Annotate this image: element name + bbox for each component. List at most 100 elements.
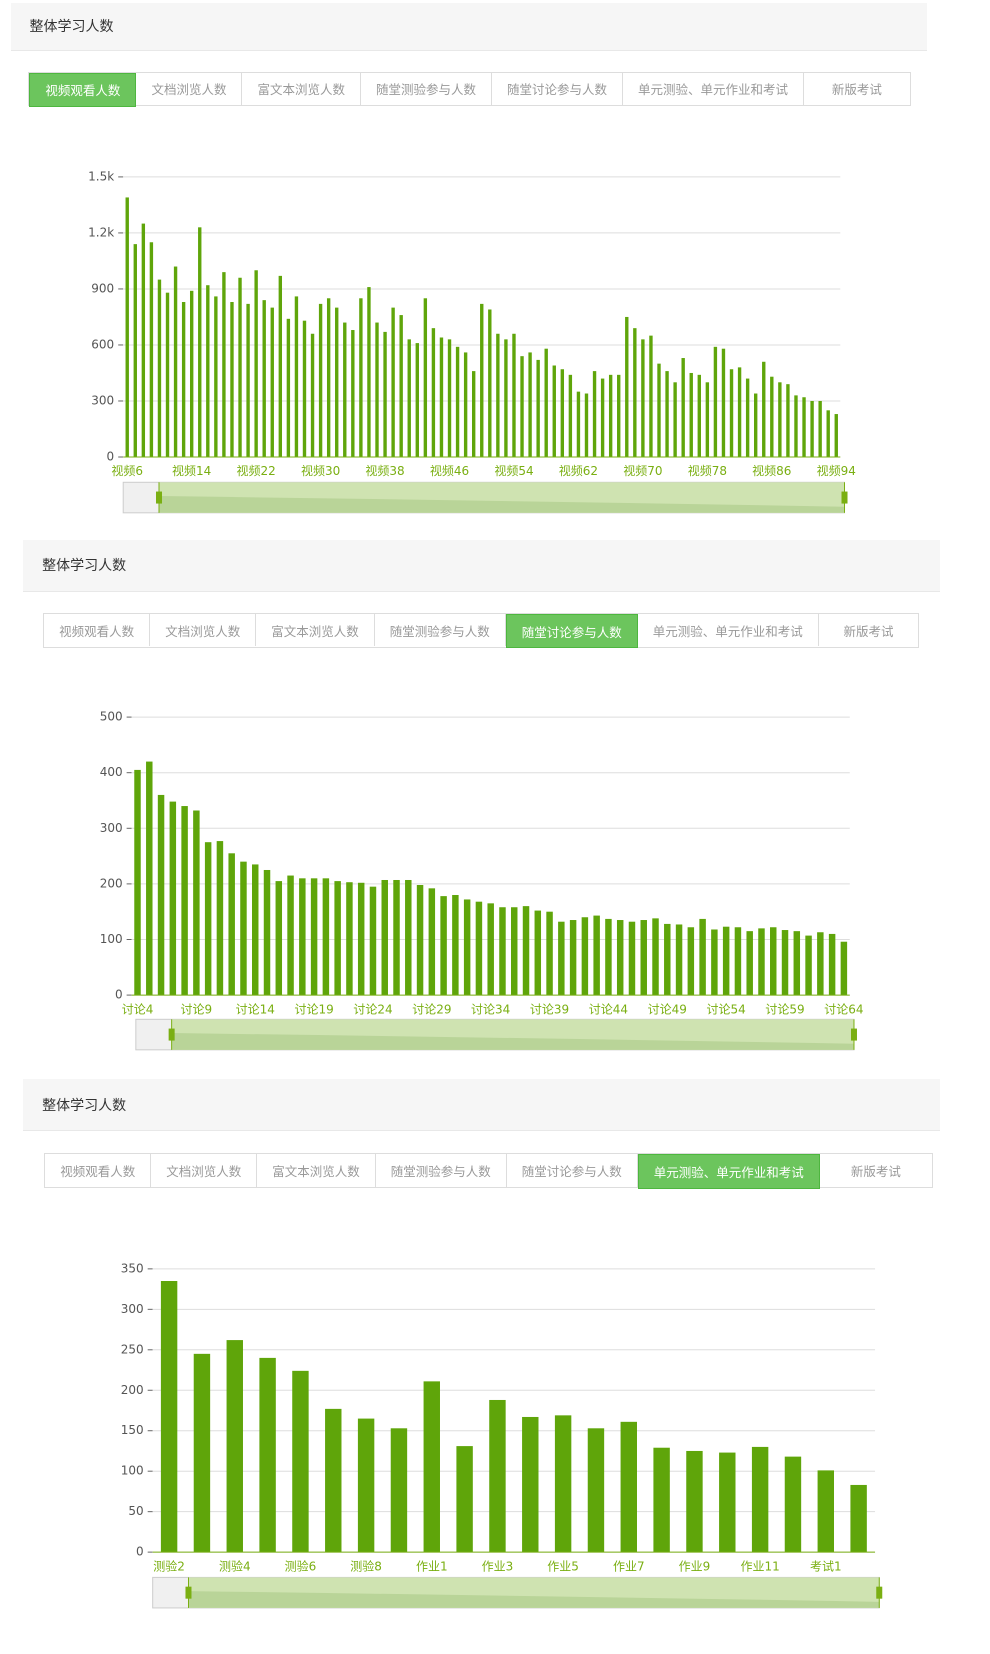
bar — [302, 320, 307, 458]
x-tick-label: 讨论24 — [353, 1002, 392, 1016]
zoom-shadow — [171, 1033, 854, 1050]
bar — [367, 287, 371, 458]
bar — [734, 927, 742, 996]
bar — [817, 1470, 834, 1553]
bar — [214, 296, 218, 458]
tab[interactable]: 视频观看人数 — [45, 1154, 152, 1187]
tab[interactable]: 文档浏览人数 — [136, 72, 243, 106]
bar — [134, 769, 141, 996]
bar — [496, 333, 500, 458]
zoom-handle — [185, 1586, 192, 1599]
bar — [439, 337, 444, 458]
bar — [652, 918, 659, 996]
bar — [383, 331, 387, 458]
bar — [254, 270, 258, 458]
panel-header: 整体学习人数 — [23, 540, 941, 592]
x-tick-label: 作业1 — [416, 1559, 448, 1573]
tab[interactable]: 新版考试 — [843, 623, 894, 639]
bar — [189, 290, 194, 458]
tab[interactable]: 随堂测验参与人数 — [376, 1154, 507, 1187]
x-tick-label: 讨论29 — [412, 1002, 451, 1016]
y-tick-label: 1.2k — [88, 225, 114, 239]
zoom-handle — [850, 1028, 857, 1041]
bar — [522, 1416, 539, 1553]
x-tick-label: 测验8 — [350, 1558, 382, 1573]
tab[interactable]: 随堂讨论参与人数 — [507, 1154, 638, 1187]
tab[interactable]: 单元测验、单元作业和考试 — [638, 613, 819, 647]
tab[interactable]: 随堂测验参与人数 — [375, 613, 506, 647]
y-tick-label: 50 — [128, 1504, 143, 1518]
bar — [487, 903, 494, 996]
x-tick-label: 视频46 — [430, 463, 469, 478]
tab[interactable]: 视频观看人数 — [29, 72, 137, 108]
bar — [381, 879, 388, 996]
bar — [664, 923, 671, 996]
bar — [729, 369, 734, 458]
y-tick-label: 0 — [107, 450, 115, 464]
x-tick-label: 视频78 — [688, 463, 727, 478]
y-tick-label: 300 — [91, 393, 114, 407]
bar — [793, 931, 801, 996]
tab[interactable]: 新版考试 — [831, 82, 882, 98]
bar — [463, 899, 471, 996]
bar — [326, 298, 331, 458]
bar — [705, 382, 710, 458]
bar — [840, 941, 848, 996]
tab[interactable]: 新版考试 — [850, 1163, 901, 1179]
bar — [222, 272, 226, 458]
bar — [536, 359, 540, 458]
bar — [375, 322, 379, 458]
bar — [181, 302, 186, 458]
zoom-handle — [156, 491, 163, 504]
bar — [681, 358, 685, 458]
tab-bar: 视频观看人数 文档浏览人数 富文本浏览人数 随堂测验参与人数 随堂讨论参与人数 单元测验、… — [43, 612, 920, 649]
tab[interactable]: 随堂测验参与人数 — [361, 72, 492, 106]
bar — [346, 882, 353, 996]
y-tick-label: 0 — [136, 1545, 144, 1559]
bar — [713, 346, 718, 458]
bar — [794, 395, 798, 458]
bar — [576, 391, 581, 458]
bar — [325, 1408, 342, 1553]
bar — [335, 307, 339, 458]
bar — [665, 371, 669, 458]
tab[interactable]: 富文本浏览人数 — [242, 72, 361, 106]
bar — [157, 279, 162, 458]
bar — [357, 882, 365, 996]
bar — [240, 861, 247, 996]
tab[interactable]: 富文本浏览人数 — [256, 613, 375, 647]
tab[interactable]: 富文本浏览人数 — [257, 1154, 376, 1187]
zoom-handle — [876, 1586, 883, 1599]
tab[interactable]: 单元测验、单元作业和考试 — [637, 1154, 820, 1189]
x-tick-label: 讨论54 — [707, 1002, 746, 1016]
zoom-shadow — [188, 1591, 880, 1608]
bar — [228, 853, 235, 996]
bar — [405, 879, 412, 996]
tab[interactable]: 文档浏览人数 — [150, 613, 257, 647]
tab[interactable]: 文档浏览人数 — [151, 1154, 258, 1187]
y-tick-label: 900 — [91, 281, 114, 295]
bar — [252, 864, 259, 996]
bar — [699, 918, 706, 996]
x-tick-label: 视频6 — [111, 463, 143, 478]
bar — [318, 303, 323, 458]
bar — [230, 302, 234, 458]
bar — [554, 1415, 572, 1553]
tab[interactable]: 随堂讨论参与人数 — [492, 72, 623, 106]
bar — [146, 761, 153, 996]
bar — [781, 930, 789, 996]
x-tick-label: 讨论9 — [181, 1002, 213, 1016]
panel-header: 整体学习人数 — [23, 1079, 941, 1131]
bar — [310, 878, 318, 996]
tab[interactable]: 单元测验、单元作业和考试 — [623, 72, 805, 106]
bar — [592, 371, 597, 458]
panel-header: 整体学习人数 — [10, 3, 927, 51]
tab-bar: 视频观看人数 文档浏览人数 富文本浏览人数 随堂测验参与人数 随堂讨论参与人数 单元测验、… — [28, 71, 911, 108]
tab[interactable]: 随堂讨论参与人数 — [505, 613, 638, 649]
tab[interactable]: 视频观看人数 — [44, 613, 151, 647]
bar — [600, 378, 605, 458]
x-tick-label: 视频30 — [301, 463, 340, 478]
bar — [480, 303, 484, 458]
y-tick-label: 200 — [121, 1383, 144, 1397]
